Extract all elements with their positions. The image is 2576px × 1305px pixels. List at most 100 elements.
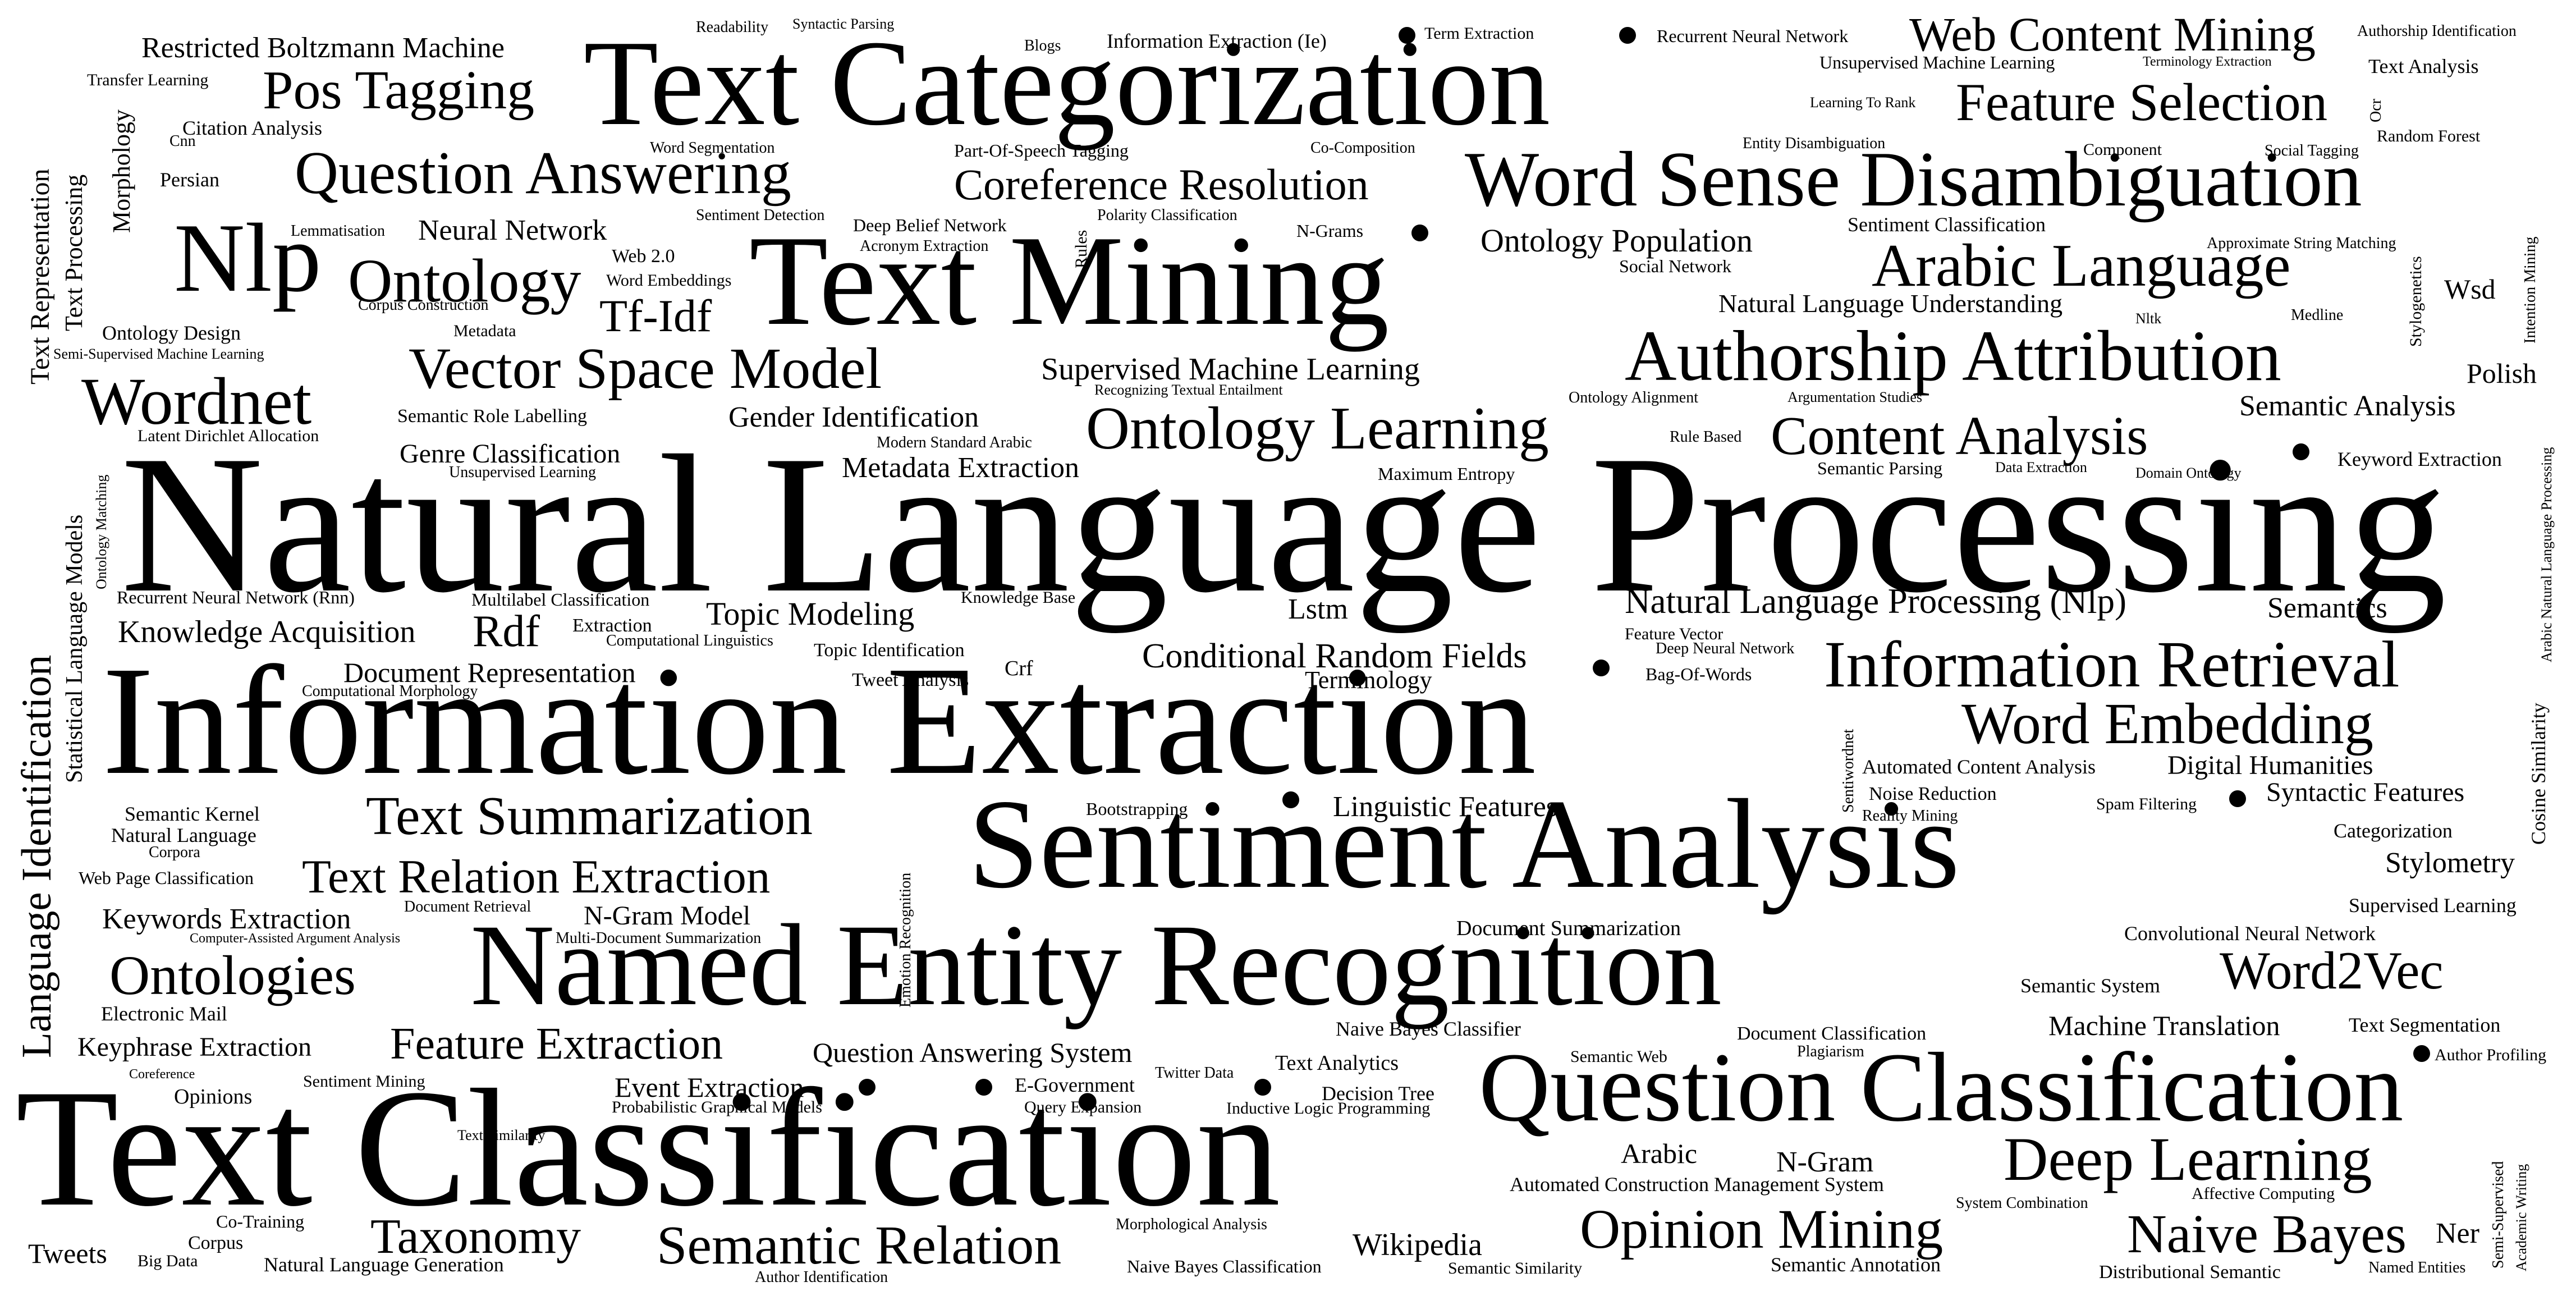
word: Deep Learning [2004,1125,2372,1193]
word: Affective Computing [2192,1184,2335,1203]
word: Named Entity Recognition [470,900,1722,1029]
word: Taxonomy [370,1210,581,1264]
word: Co-Training [216,1211,305,1231]
word: Event Extraction [615,1072,804,1103]
word: Domain Ontology [2135,465,2242,481]
word: Digital Humanities [2167,750,2373,780]
word: N-Grams [1296,221,1364,241]
word: Opinions [174,1085,253,1109]
word: Blogs [1024,37,1061,54]
word: Conditional Random Fields [1142,637,1527,675]
word: Bootstrapping [1086,799,1188,819]
word: Recurrent Neural Network (Rnn) [117,587,355,607]
word: Emotion Recognition [897,872,914,1008]
word: Topic Modeling [706,596,915,632]
word: Named Entities [2368,1259,2466,1276]
word: Citation Analysis [182,117,323,139]
word: Naive Bayes [2127,1204,2407,1265]
word: Vector Space Model [409,336,882,401]
word: Arabic [1621,1138,1698,1169]
word: Authorship Attribution [1625,316,2281,396]
word: Linguistic Features [1333,791,1558,823]
word: Topic Identification [814,640,965,661]
word: Natural Language Generation [264,1253,504,1276]
word: Text Summarization [366,786,813,846]
dot-marker [2413,1045,2430,1062]
word: Authorship Identification [2357,22,2517,40]
word: Latent Dirichlet Allocation [137,427,319,445]
word: Modern Standard Arabic [877,434,1032,451]
word: Social Tagging [2265,142,2359,159]
word: Corpus Construction [358,296,489,314]
dot-marker [1399,27,1415,44]
word: Semantic System [2020,974,2160,997]
word: Word2Vec [2220,941,2444,1000]
word: Word Segmentation [650,139,775,157]
dot-marker [1282,791,1299,808]
word: Stylometry [2385,847,2515,879]
word: Gender Identification [728,401,979,433]
word: Nlp [174,203,322,312]
word: Text Segmentation [2349,1014,2501,1036]
word: Approximate String Matching [2207,235,2396,252]
word: Tf-Idf [599,290,712,341]
word: Ontology [348,246,581,315]
word: Maximum Entropy [1378,464,1515,484]
word: Metadata [453,322,516,340]
word: Polish [2467,358,2537,389]
word: Categorization [2334,819,2453,842]
dot-marker [859,1079,876,1096]
word: Unsupervised Machine Learning [1819,52,2055,72]
word: Arabic Natural Language Processing [2538,447,2555,662]
word: Information Extraction [102,634,1537,807]
word: System Combination [1956,1194,2088,1212]
dot-marker [2293,443,2309,460]
word: Wikipedia [1353,1228,1482,1262]
word: Terminology Extraction [2143,54,2272,69]
word: Semantics [2267,592,2387,624]
word: Document Classification [1737,1023,1927,1044]
word: Component [2083,140,2162,159]
word: Knowledge Acquisition [118,615,416,649]
word: Semantic Annotation [1771,1253,1941,1276]
word: Computational Linguistics [606,632,773,649]
word: Social Network [1619,256,1731,276]
word: Supervised Machine Learning [1041,352,1420,387]
word: Natural Language Processing [121,415,2447,634]
word: Cnn [169,132,196,150]
word: Persian [160,168,219,191]
word: Semi-Supervised [2490,1161,2507,1269]
word: Sentiwordnet [1840,729,1857,813]
word: Probabilistic Graphical Models [612,1098,822,1116]
word: Natural Language Understanding [1718,289,2063,318]
word: Tweets [28,1238,107,1269]
word: Web Content Mining [1909,7,2316,61]
word: Cosine Similarity [2527,702,2550,845]
word: Supervised Learning [2349,894,2517,917]
word: Sentiment Detection [696,207,825,224]
word: Polarity Classification [1097,207,1237,224]
word: Term Extraction [1424,24,1534,43]
word: Reality Mining [1862,807,1958,825]
word: Ontology Design [102,322,241,344]
word: Automated Construction Management System [1510,1173,1884,1196]
word: Content Analysis [1771,406,2148,466]
word: Rdf [473,607,540,656]
word: Metadata Extraction [842,452,1080,484]
word: Semantic Analysis [2239,390,2456,422]
word: Naive Bayes Classification [1127,1256,1322,1276]
word: Text Analysis [2368,55,2479,77]
word: Ontology Alignment [1569,389,1698,406]
word: Document Representation [343,657,636,688]
word: Medline [2291,306,2344,324]
word: Document Summarization [1456,917,1681,940]
word: Distributional Semantic [2099,1262,2281,1283]
word: Ocr [2367,99,2385,122]
word: Random Forest [2377,127,2481,145]
word: Text Representation [25,168,55,384]
word: Bag-Of-Words [1645,664,1752,684]
word: Recognizing Textual Entailment [1094,382,1283,398]
word: Text Relation Extraction [302,850,771,903]
word: Semantic Kernel [125,803,260,825]
